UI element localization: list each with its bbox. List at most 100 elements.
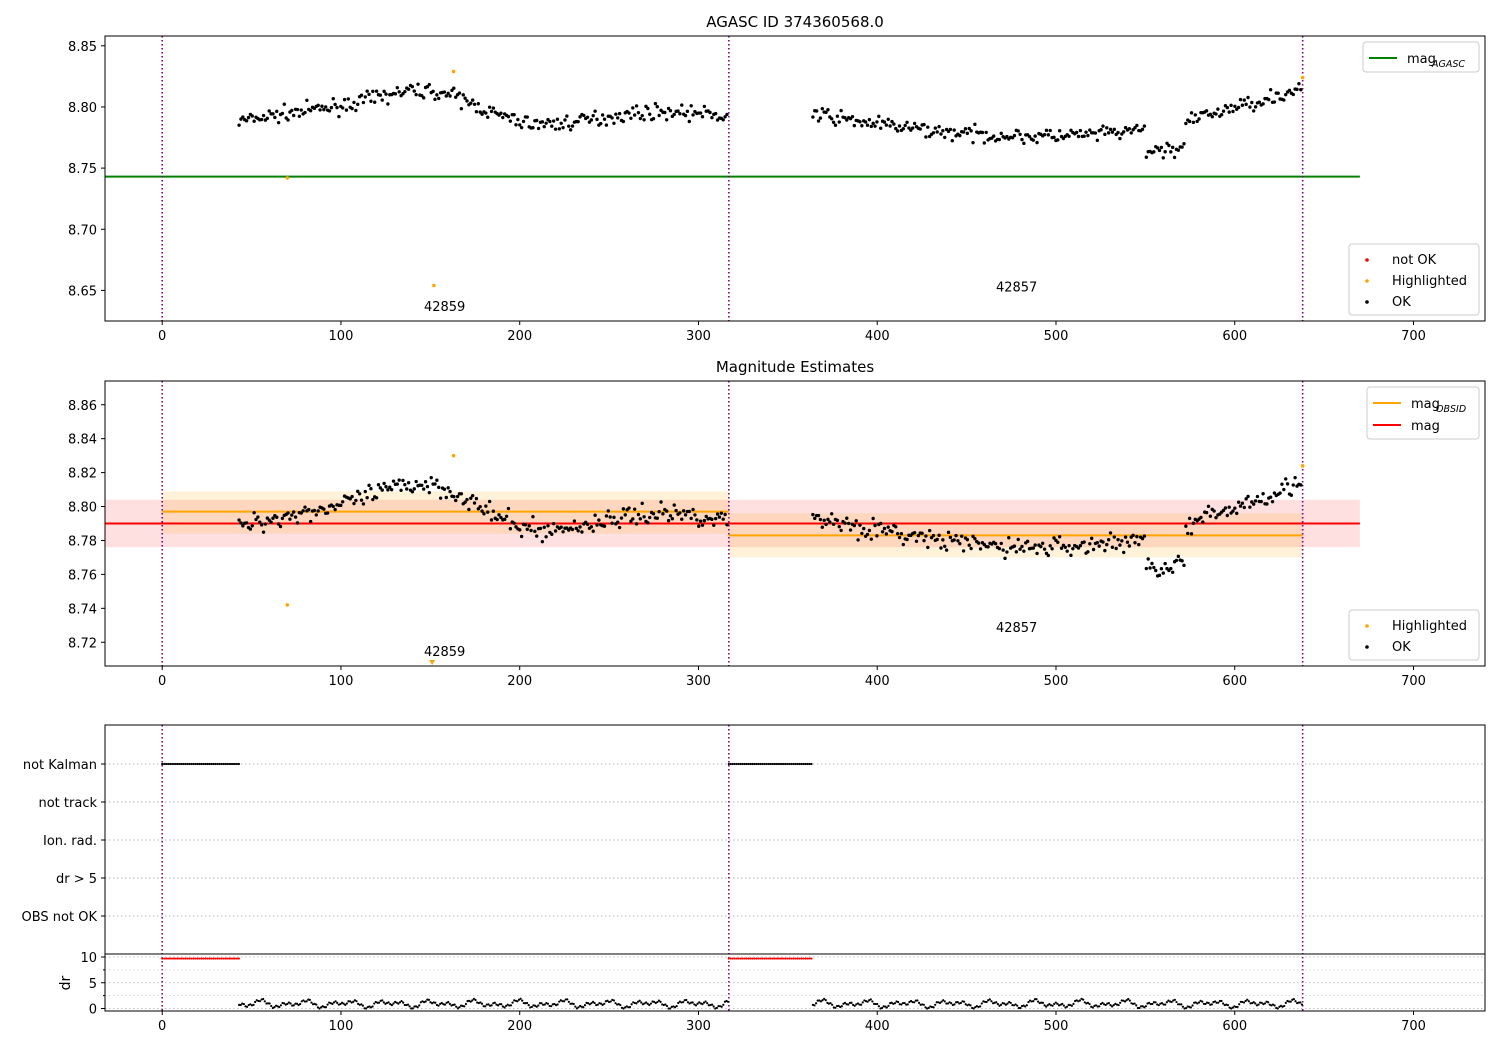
flag-point [182,762,185,766]
dr-point [688,1002,691,1005]
dr-point [1035,998,1038,1001]
dr-point [582,1006,585,1009]
dr-point [344,1003,347,1006]
ok-point [484,504,488,508]
flag-point [765,762,768,766]
dr-point [410,1007,413,1010]
x-tick-label: 300 [686,329,711,344]
dr-point [283,1002,286,1005]
ok-point [1052,536,1056,540]
dr-point [612,999,616,1002]
ok-point [275,109,279,114]
ok-point [640,501,644,506]
ok-point [1253,499,1258,503]
dr-point [1247,1000,1250,1003]
dr-point [535,1005,538,1008]
ok-point [704,514,708,519]
dr-point [930,1005,934,1009]
dr-point [869,998,872,1001]
ok-point [442,90,447,94]
ok-point [463,500,467,504]
dr-point [453,1003,456,1006]
ok-point [1282,98,1286,102]
dr-clipped-point [790,957,793,960]
ok-point [397,90,401,94]
dr-point [1176,1003,1180,1006]
dr-point [946,1002,950,1005]
flag-point [194,762,197,766]
dr-point [1154,1001,1157,1004]
dr-point [1112,1004,1115,1007]
ok-point [638,517,643,521]
highlighted-point [1300,464,1305,468]
y-tick-label: 8.76 [68,568,97,583]
dr-clipped-point [218,957,221,960]
flag-point [204,762,207,766]
dr-point [649,1002,653,1005]
dr-point [577,1006,580,1009]
dr-clipped-point [161,957,164,960]
dr-point [596,1003,599,1006]
legend-dot-swatch [1365,279,1369,283]
dr-point [1300,1003,1304,1006]
dr-point [569,1002,572,1005]
ok-point [437,96,441,101]
dr-point [720,1005,723,1008]
dr-point [1284,1001,1287,1004]
ok-point [1071,546,1075,551]
ok-point [491,509,496,513]
dr-point [990,1000,993,1003]
dr-point [964,1003,967,1006]
dr-point [464,1002,468,1006]
ok-point [1242,98,1246,102]
dr-point [908,1000,911,1004]
x-tick-label: 700 [1401,329,1426,344]
y-tick-label: 8.70 [68,223,97,238]
ok-point [723,512,727,517]
flag-point [161,762,164,766]
dr-point [885,1006,888,1009]
flag-point [810,762,813,766]
dr-point [1072,1002,1075,1006]
ok-point [1227,505,1231,509]
dr-point [1065,1005,1069,1008]
dr-point [583,1004,587,1007]
ok-point [489,109,494,114]
ok-point [818,116,823,120]
ok-point [1236,105,1241,110]
ok-point [380,488,384,492]
ok-point [1116,537,1120,542]
dr-point [913,1001,916,1004]
ok-point [1214,515,1218,520]
ok-point [920,531,924,535]
ok-point [1012,544,1017,548]
dr-point [429,1001,432,1004]
ok-point [457,91,462,95]
flag-point [755,762,758,766]
ok-point [504,514,509,518]
dr-point [1271,1003,1275,1006]
ok-point [324,105,328,109]
flag-category-label: dr > 5 [56,872,97,887]
dr-point [1191,1004,1194,1007]
ok-point [646,521,650,525]
dr-point [980,1002,983,1005]
dr-point [1048,1003,1051,1006]
flag-point [212,762,215,766]
ok-point [687,509,691,514]
dr-point [698,1001,701,1004]
dr-point [1136,1006,1139,1010]
ok-point [1078,128,1083,133]
legend-dot-swatch [1365,300,1369,304]
dr-point [606,999,609,1002]
ok-point [365,89,369,93]
ok-point [286,511,290,515]
ok-point [595,117,599,122]
dr-point [1041,1001,1045,1005]
dr-point [866,1000,869,1003]
ok-point [1169,150,1173,154]
dr-point [1004,1003,1008,1006]
dr-clipped-point [741,957,744,960]
ok-point [1261,102,1265,106]
dr-point [1070,1004,1073,1007]
